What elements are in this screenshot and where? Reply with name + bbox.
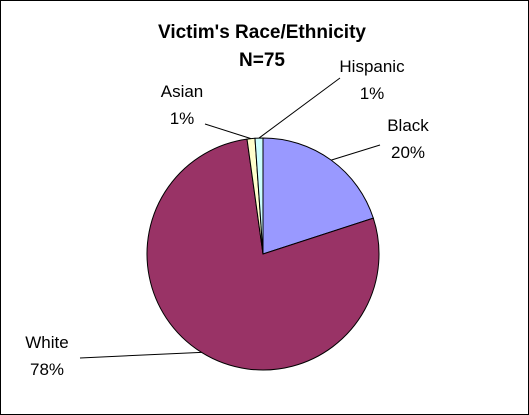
chart-title: Victim's Race/Ethnicity <box>158 22 366 43</box>
slice-label-black: Black <box>387 116 429 135</box>
pie-slice-black <box>262 137 374 255</box>
leader-line-asian <box>204 123 252 140</box>
leader-line-black <box>331 144 381 161</box>
slice-percent-hispanic: 1% <box>360 84 385 103</box>
slice-percent-black: 20% <box>391 143 425 162</box>
pie-slice-white <box>146 138 380 371</box>
slice-percent-asian: 1% <box>170 109 195 128</box>
leader-line-hispanic <box>258 77 341 139</box>
slice-label-hispanic: Hispanic <box>339 57 405 76</box>
slice-percent-white: 78% <box>30 360 64 379</box>
chart-subtitle: N=75 <box>239 50 285 71</box>
slice-label-asian: Asian <box>161 82 204 101</box>
slice-label-white: White <box>25 333 68 352</box>
leader-line-white <box>79 351 202 359</box>
